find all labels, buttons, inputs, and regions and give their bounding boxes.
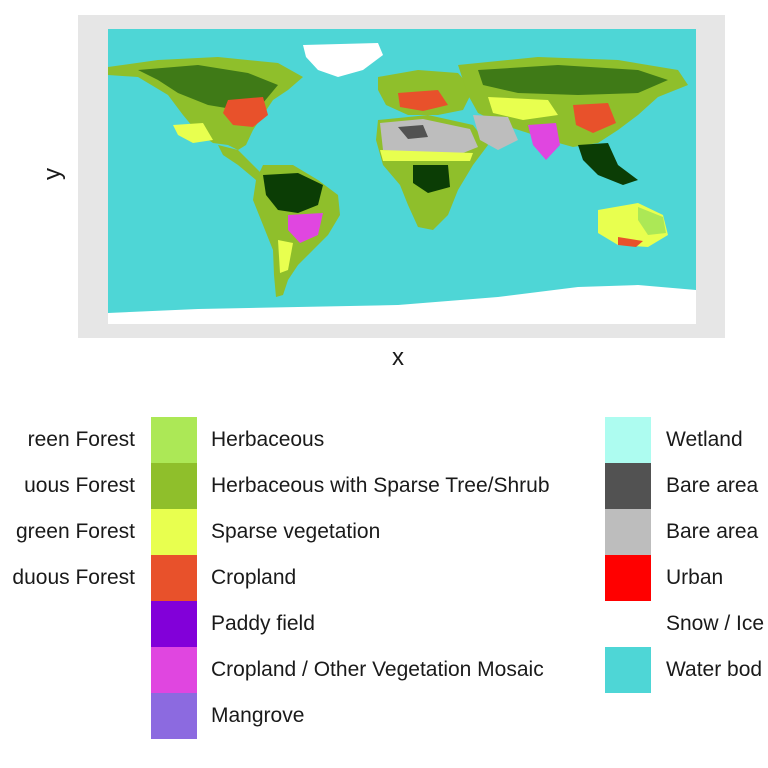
legend-label: Mangrove [211, 704, 305, 727]
legend-label: Urban [666, 566, 724, 589]
legend-label: duous Forest [12, 566, 135, 589]
legend-label: Bare area [666, 520, 759, 543]
legend-label: Water bod [666, 658, 763, 681]
land-cover-map [108, 29, 696, 324]
legend-swatch [605, 647, 651, 693]
central-asia-sparse [488, 97, 558, 120]
legend-swatch [151, 601, 197, 647]
legend-label: Bare area [666, 474, 759, 497]
legend-label: Snow / Ice [666, 612, 765, 635]
siberia-forest [478, 65, 668, 95]
south-america-sparse [278, 240, 293, 273]
legend-swatch [151, 693, 197, 739]
china-mosaic [573, 103, 616, 133]
legend-swatch [605, 601, 651, 647]
legend-swatch [151, 463, 197, 509]
congo-forest [413, 165, 450, 193]
legend-swatch [151, 417, 197, 463]
legend-swatch [605, 463, 651, 509]
legend-label: green Forest [15, 520, 135, 543]
australia-cropland [618, 237, 643, 247]
legend-label: Cropland / Other Vegetation Mosaic [211, 658, 544, 681]
legend-label: reen Forest [27, 428, 135, 451]
central-america [218, 145, 263, 180]
europe-cropland [398, 90, 448, 111]
sahel-sparse [380, 150, 473, 161]
north-america-cropland [223, 97, 268, 127]
legend-swatch [151, 555, 197, 601]
legend-label: Paddy field [211, 612, 315, 635]
legend-label: Herbaceous [211, 428, 325, 451]
north-america-sparse [173, 123, 213, 143]
legend-label: uous Forest [24, 474, 135, 497]
sahara-bare-dark [398, 125, 428, 139]
greenland-ice [303, 43, 383, 77]
amazon-forest [263, 173, 323, 213]
southeast-asia [578, 143, 638, 185]
legend-swatch [151, 509, 197, 555]
legend-swatch [605, 509, 651, 555]
legend-swatch [605, 417, 651, 463]
legend-label: Wetland [666, 428, 743, 451]
legend-swatch [151, 647, 197, 693]
legend-label: Sparse vegetation [211, 520, 381, 543]
legend-label: Cropland [211, 566, 297, 589]
legend-label: Herbaceous with Sparse Tree/Shrub [211, 474, 550, 497]
middle-east-bare [473, 115, 518, 150]
x-axis-title: x [392, 344, 404, 371]
legend-swatch [605, 555, 651, 601]
south-america-mosaic [288, 213, 323, 243]
antarctica-ice [108, 285, 696, 324]
map-panel [78, 15, 725, 338]
australia-herbaceous [638, 207, 666, 235]
india-cropland [528, 123, 560, 160]
